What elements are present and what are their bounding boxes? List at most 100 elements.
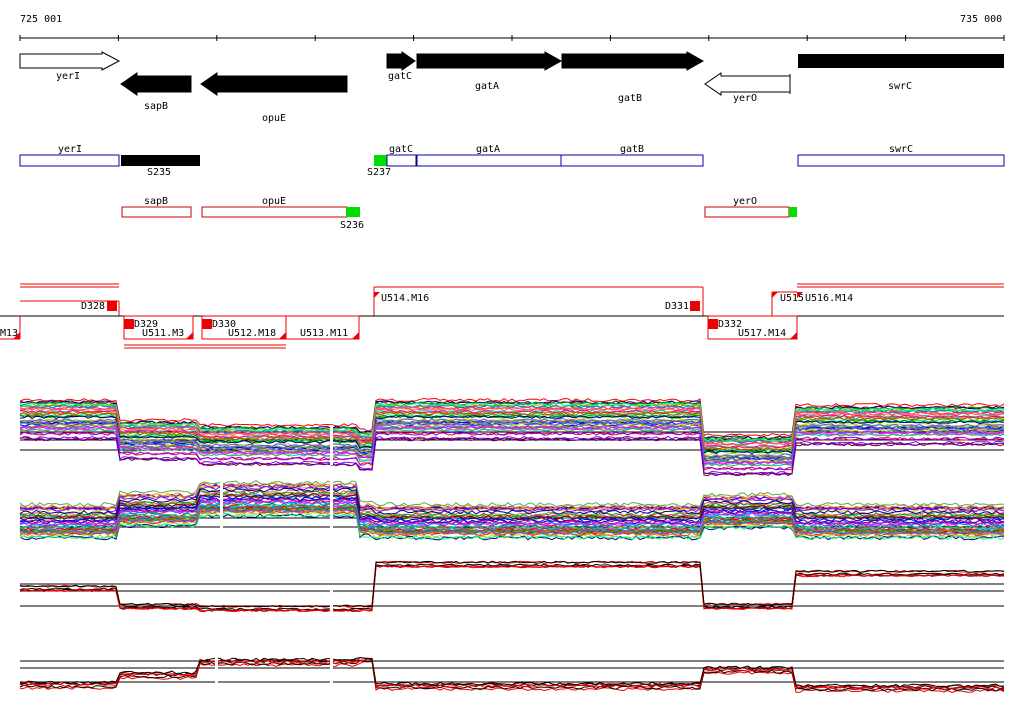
- reverse-feature-sapB[interactable]: [121, 206, 192, 218]
- segment-flag: [772, 292, 778, 298]
- forward-signal-label-S237: S237: [367, 167, 391, 178]
- gene-label-gatC: gatC: [388, 71, 412, 82]
- forward-signal-S237[interactable]: [374, 155, 387, 166]
- gene-arrow-gatA[interactable]: [416, 51, 563, 71]
- expression-profile-panels: [19, 397, 1005, 694]
- expression-trace: [19, 497, 1005, 525]
- gene-label-opuE: opuE: [262, 113, 286, 124]
- reverse-feature-label-yerO: yerO: [733, 196, 757, 207]
- reverse-feature-opuE[interactable]: [201, 206, 348, 218]
- forward-feature-label-swrC: swrC: [889, 144, 913, 155]
- reverse-signal-label-S236: S236: [340, 220, 364, 231]
- segment-label-U515: U515: [780, 293, 804, 304]
- segment-flag: [797, 292, 803, 298]
- data-gap: [215, 650, 218, 690]
- downshift-marker-D329[interactable]: [124, 319, 134, 329]
- segment-label-U512: U512.M18: [228, 328, 276, 339]
- downshift-marker-D331[interactable]: [690, 301, 700, 311]
- expression-trace: [19, 411, 1005, 451]
- expression-trace: [19, 658, 1005, 691]
- expression-trace: [19, 411, 1005, 451]
- expression-trace: [19, 431, 1005, 471]
- expression-panel-4: [19, 650, 1005, 694]
- segment-label-M13: M13: [0, 328, 18, 339]
- expression-trace: [19, 425, 1005, 465]
- expression-trace: [19, 419, 1005, 459]
- expression-trace: [19, 437, 1005, 477]
- reverse-feature-yerO[interactable]: [704, 206, 790, 218]
- expression-trace: [19, 656, 1005, 688]
- downshift-label-D332: D332: [718, 319, 742, 330]
- expression-trace: [19, 565, 1005, 613]
- reverse-feature-label-opuE: opuE: [262, 196, 286, 207]
- forward-feature-gatA[interactable]: [416, 154, 562, 167]
- expression-trace: [19, 564, 1005, 612]
- gene-arrow-yerI[interactable]: [19, 51, 121, 71]
- gene-label-swrC: swrC: [888, 81, 912, 92]
- expression-trace: [19, 406, 1005, 446]
- gene-arrow-swrC[interactable]: [798, 54, 1004, 68]
- data-gap: [330, 425, 333, 465]
- data-gap: [220, 480, 223, 540]
- gene-arrow-gatC[interactable]: [386, 51, 416, 71]
- gene-arrow-sapB[interactable]: [120, 72, 192, 96]
- gene-arrow-opuE[interactable]: [200, 72, 348, 96]
- ruler-start-label: 725 001: [20, 14, 62, 25]
- expression-trace: [19, 480, 1005, 508]
- forward-feature-label-gatA: gatA: [476, 144, 500, 155]
- segment-flag: [13, 332, 20, 339]
- reverse-feature-label-sapB: sapB: [144, 196, 168, 207]
- downshift-label-D329: D329: [134, 319, 158, 330]
- segment-flag: [279, 332, 286, 339]
- expression-trace: [19, 661, 1005, 694]
- expression-trace: [19, 511, 1005, 540]
- gene-arrow-yerO[interactable]: [704, 72, 791, 96]
- segment-label-U511: U511.M3: [142, 328, 184, 339]
- forward-signal-S235[interactable]: [121, 155, 200, 166]
- expression-trace: [19, 418, 1005, 458]
- segment-flag: [790, 332, 797, 339]
- forward-feature-gatC[interactable]: [386, 154, 417, 167]
- segment-flag: [352, 332, 359, 339]
- segment-box-U513[interactable]: [285, 315, 360, 340]
- expression-trace: [19, 492, 1005, 520]
- expression-trace: [19, 490, 1005, 518]
- expression-panel-3: [19, 560, 1005, 615]
- downshift-marker-D330[interactable]: [202, 319, 212, 329]
- reverse-signal-S236[interactable]: [346, 207, 360, 217]
- downshift-marker-D332[interactable]: [708, 319, 718, 329]
- segmentation-track: U514.M16 U515 U516.M14 M13 U511.M3 U512.…: [0, 283, 1004, 349]
- expression-trace: [19, 482, 1005, 510]
- forward-feature-swrC[interactable]: [797, 154, 1005, 167]
- forward-feature-gatB[interactable]: [560, 154, 704, 167]
- expression-trace: [19, 415, 1005, 455]
- forward-feature-yerI[interactable]: [19, 154, 120, 167]
- forward-feature-label-yerI: yerI: [58, 144, 82, 155]
- expression-trace: [19, 414, 1005, 454]
- position-ruler: 725 001 735 000: [19, 14, 1005, 41]
- expression-trace: [19, 431, 1005, 471]
- expression-trace: [19, 487, 1005, 515]
- expression-panel-2: [19, 480, 1005, 541]
- gene-label-gatA: gatA: [475, 81, 499, 92]
- segment-label-U513: U513.M11: [300, 328, 348, 339]
- data-gap: [330, 590, 333, 615]
- expression-trace: [19, 409, 1005, 449]
- gene-label-yerI: yerI: [56, 71, 80, 82]
- expression-panel-1: [19, 397, 1005, 477]
- segment-label-U517: U517.M14: [738, 328, 786, 339]
- expression-trace: [19, 421, 1005, 461]
- ruler-ticks: [19, 35, 1005, 41]
- expression-trace: [19, 502, 1005, 530]
- expression-trace: [20, 485, 1005, 513]
- reverse-feature-track: sapB opuE S236 yerO: [121, 196, 797, 231]
- segment-label-U514: U514.M16: [381, 293, 429, 304]
- data-gap: [330, 650, 333, 690]
- gene-arrow-gatB[interactable]: [561, 51, 705, 71]
- downshift-label-D328: D328: [81, 301, 105, 312]
- downshift-marker-D328[interactable]: [107, 301, 117, 311]
- forward-signal-label-S235: S235: [147, 167, 171, 178]
- gene-label-yerO: yerO: [733, 93, 757, 104]
- segment-flag: [374, 292, 380, 298]
